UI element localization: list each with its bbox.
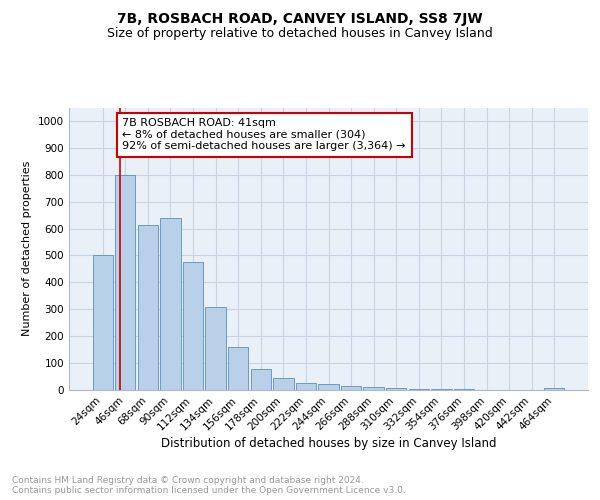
Y-axis label: Number of detached properties: Number of detached properties [22,161,32,336]
Bar [319,384,338,390]
Bar [364,388,384,390]
Bar [228,348,248,390]
Bar [183,262,203,390]
Bar [205,306,226,390]
Text: Contains HM Land Registry data © Crown copyright and database right 2024.
Contai: Contains HM Land Registry data © Crown c… [12,476,406,495]
Text: 7B, ROSBACH ROAD, CANVEY ISLAND, SS8 7JW: 7B, ROSBACH ROAD, CANVEY ISLAND, SS8 7JW [117,12,483,26]
Bar [296,384,316,390]
Bar [341,386,361,390]
Text: Size of property relative to detached houses in Canvey Island: Size of property relative to detached ho… [107,28,493,40]
Bar [273,378,293,390]
X-axis label: Distribution of detached houses by size in Canvey Island: Distribution of detached houses by size … [161,438,496,450]
Bar [409,389,429,390]
Bar [92,256,113,390]
Bar [160,218,181,390]
Bar [544,388,565,390]
Bar [138,224,158,390]
Bar [251,369,271,390]
Bar [115,175,136,390]
Bar [386,388,406,390]
Text: 7B ROSBACH ROAD: 41sqm
← 8% of detached houses are smaller (304)
92% of semi-det: 7B ROSBACH ROAD: 41sqm ← 8% of detached … [122,118,406,152]
